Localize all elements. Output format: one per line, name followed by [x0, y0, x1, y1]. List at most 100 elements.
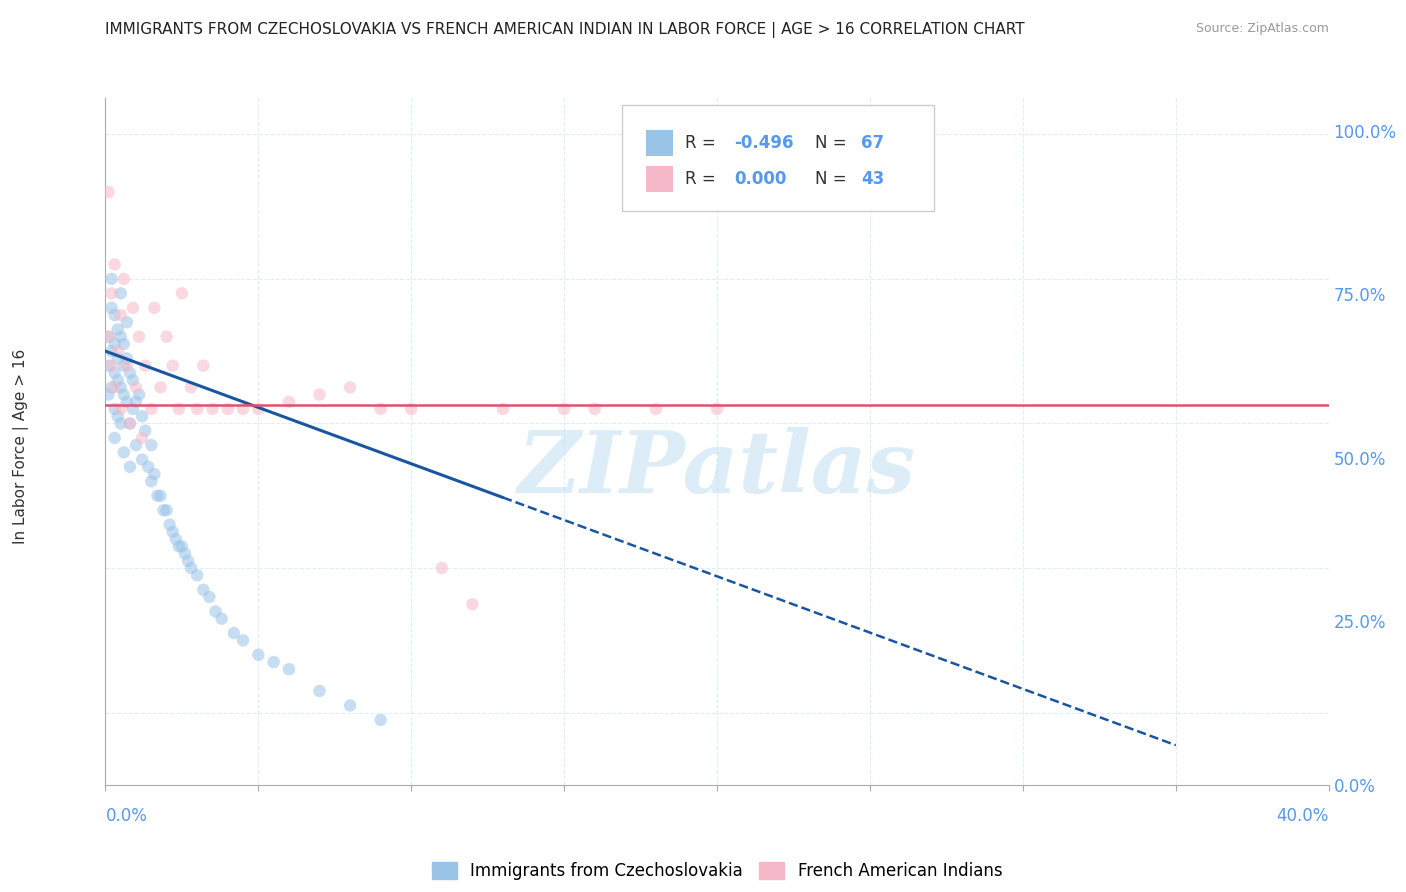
Point — [110, 380, 132, 394]
Point — [339, 380, 361, 394]
Point — [107, 351, 129, 366]
Point — [100, 286, 122, 301]
Point — [115, 359, 138, 373]
Point — [155, 329, 177, 343]
Point — [115, 315, 138, 329]
Point — [308, 684, 330, 698]
Point — [112, 272, 135, 286]
Point — [118, 366, 141, 380]
Point — [100, 272, 122, 286]
Text: In Labor Force | Age > 16: In Labor Force | Age > 16 — [13, 349, 30, 543]
FancyBboxPatch shape — [647, 130, 673, 156]
Point — [232, 402, 254, 417]
Point — [141, 402, 163, 417]
Point — [112, 445, 135, 459]
Point — [118, 417, 141, 431]
Point — [152, 503, 174, 517]
Point — [97, 387, 120, 401]
Point — [118, 459, 141, 474]
Point — [159, 517, 181, 532]
Point — [97, 185, 120, 199]
Point — [217, 402, 239, 417]
Point — [122, 301, 145, 315]
Point — [100, 380, 122, 394]
Point — [134, 424, 156, 438]
Point — [131, 431, 153, 445]
Point — [165, 532, 187, 546]
Point — [170, 540, 193, 554]
Legend: Immigrants from Czechoslovakia, French American Indians: Immigrants from Czechoslovakia, French A… — [425, 855, 1010, 887]
Point — [198, 590, 221, 604]
Point — [167, 402, 190, 417]
Point — [143, 301, 166, 315]
Point — [112, 359, 135, 373]
Point — [100, 301, 122, 315]
Point — [174, 547, 197, 561]
Text: 67: 67 — [862, 135, 884, 153]
Point — [706, 402, 728, 417]
Point — [128, 329, 150, 343]
Text: R =: R = — [685, 135, 721, 153]
Point — [131, 409, 153, 424]
Point — [263, 655, 285, 669]
Point — [122, 373, 145, 387]
Point — [136, 459, 159, 474]
Text: 40.0%: 40.0% — [1277, 807, 1329, 825]
Point — [134, 359, 156, 373]
Point — [232, 633, 254, 648]
Point — [112, 337, 135, 351]
Point — [553, 402, 575, 417]
Point — [104, 380, 127, 394]
Point — [339, 698, 361, 713]
Point — [100, 359, 122, 373]
Point — [155, 503, 177, 517]
Point — [110, 402, 132, 417]
Text: 43: 43 — [862, 169, 884, 187]
Point — [131, 452, 153, 467]
Point — [97, 329, 120, 343]
Point — [97, 329, 120, 343]
Point — [141, 438, 163, 452]
Point — [104, 431, 127, 445]
Text: N =: N = — [815, 135, 852, 153]
Point — [104, 308, 127, 322]
Point — [278, 662, 301, 676]
Point — [110, 329, 132, 343]
FancyBboxPatch shape — [621, 105, 934, 211]
Point — [204, 604, 226, 618]
Point — [100, 344, 122, 359]
Point — [146, 489, 169, 503]
Point — [112, 387, 135, 401]
Text: IMMIGRANTS FROM CZECHOSLOVAKIA VS FRENCH AMERICAN INDIAN IN LABOR FORCE | AGE > : IMMIGRANTS FROM CZECHOSLOVAKIA VS FRENCH… — [105, 22, 1025, 38]
Point — [222, 626, 245, 640]
Point — [97, 359, 120, 373]
Text: N =: N = — [815, 169, 852, 187]
Point — [110, 308, 132, 322]
Point — [492, 402, 515, 417]
Point — [107, 344, 129, 359]
Point — [104, 402, 127, 417]
Point — [201, 402, 224, 417]
Text: ZIPatlas: ZIPatlas — [517, 427, 917, 511]
Point — [115, 351, 138, 366]
Point — [122, 402, 145, 417]
Point — [162, 524, 184, 539]
Point — [110, 417, 132, 431]
Point — [141, 475, 163, 489]
Point — [583, 402, 606, 417]
Point — [186, 568, 208, 582]
Point — [193, 359, 215, 373]
Point — [125, 438, 148, 452]
Point — [162, 359, 184, 373]
Point — [128, 387, 150, 401]
Point — [308, 387, 330, 401]
Text: Source: ZipAtlas.com: Source: ZipAtlas.com — [1195, 22, 1329, 36]
Point — [149, 489, 172, 503]
Text: 0.000: 0.000 — [734, 169, 786, 187]
Point — [104, 366, 127, 380]
Point — [180, 561, 202, 575]
Point — [247, 648, 270, 662]
Point — [644, 402, 666, 417]
Point — [104, 257, 127, 271]
Point — [104, 337, 127, 351]
